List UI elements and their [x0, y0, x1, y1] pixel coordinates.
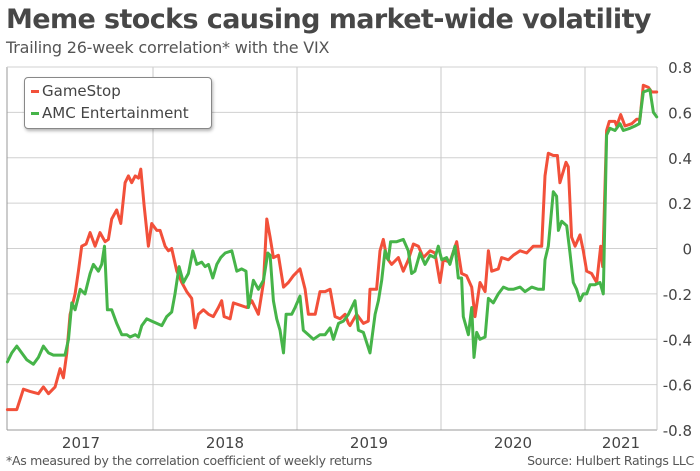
- y-tick-label: 0.8: [668, 59, 692, 77]
- legend-label: GameStop: [42, 82, 121, 100]
- legend-swatch-amc: [31, 112, 39, 115]
- x-tick-label: 2020: [494, 434, 532, 452]
- legend-item-amc: AMC Entertainment: [31, 104, 189, 122]
- legend-label: AMC Entertainment: [42, 104, 189, 122]
- y-tick-label: -0.8: [663, 422, 692, 440]
- y-tick-label: 0.4: [668, 150, 692, 168]
- footnote: *As measured by the correlation coeffici…: [6, 453, 373, 468]
- axes: [6, 66, 658, 431]
- x-tick-label: 2017: [62, 434, 100, 452]
- series-lines: [5, 83, 659, 412]
- legend-item-gamestop: GameStop: [31, 82, 121, 100]
- y-tick-label: 0: [682, 241, 692, 259]
- x-tick-label: 2021: [602, 434, 640, 452]
- y-tick-label: 0.6: [668, 104, 692, 122]
- legend: GameStop AMC Entertainment: [24, 77, 212, 129]
- legend-swatch-gamestop: [31, 90, 39, 93]
- y-tick-label: -0.2: [663, 286, 692, 304]
- source-note: Source: Hulbert Ratings LLC: [527, 453, 694, 468]
- series-line-gamestop: [5, 83, 659, 412]
- series-line-amc: [5, 88, 659, 366]
- y-tick-label: -0.4: [663, 331, 692, 349]
- chart-subtitle: Trailing 26-week correlation* with the V…: [6, 38, 330, 57]
- x-tick-label: 2018: [206, 434, 244, 452]
- y-tick-label: -0.6: [663, 377, 692, 395]
- chart-title: Meme stocks causing market-wide volatili…: [6, 4, 651, 35]
- y-tick-label: 0.2: [668, 195, 692, 213]
- tick-labels: 0.8 0.6 0.4 0.2 0 -0.2 -0.4 -0.6 -0.8 2017 2018 201…: [62, 59, 692, 452]
- x-tick-label: 2019: [350, 434, 388, 452]
